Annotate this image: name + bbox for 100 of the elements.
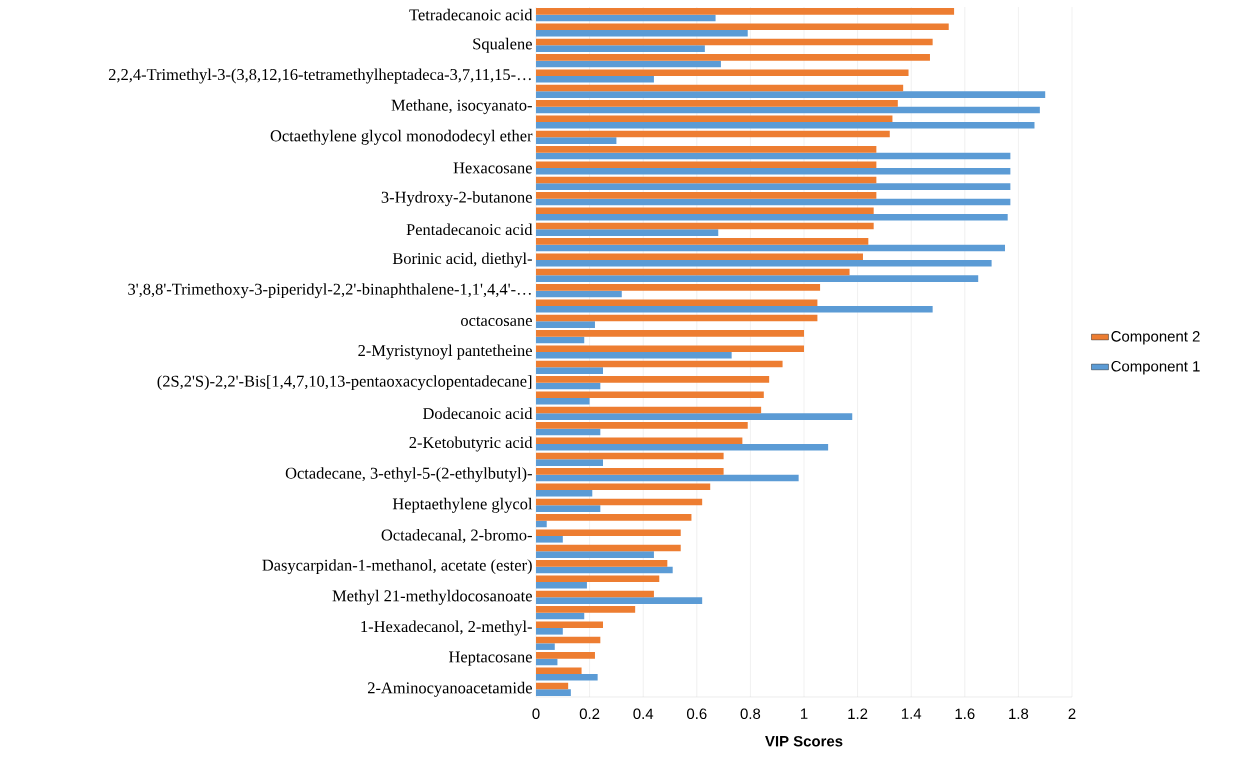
bar [536, 581, 587, 589]
bar [536, 38, 933, 46]
bar [536, 428, 601, 436]
bar [536, 474, 799, 482]
bar [536, 351, 732, 359]
y-tick-label: 2-Myristynoyl pantetheine [358, 344, 532, 360]
y-tick-label: Heptaethylene glycol [392, 497, 533, 513]
bar [536, 551, 654, 558]
y-tick-label: 3-Hydroxy-2-butanone [381, 191, 532, 207]
bar [536, 54, 930, 61]
bar [536, 413, 853, 420]
bar [536, 207, 874, 214]
bar [536, 459, 604, 466]
bar [536, 321, 595, 328]
bar [536, 167, 1011, 175]
bar [536, 590, 654, 598]
bar [536, 45, 705, 52]
bar [536, 305, 933, 313]
bar [536, 535, 563, 543]
bar [536, 84, 904, 92]
y-tick-label: Heptacosane [448, 651, 532, 666]
y-tick-label: 2,2,4-Trimethyl-3-(3,8,12,16-tetramethylheptadeca-3,7,11,15-… [108, 68, 531, 84]
bar [536, 606, 636, 613]
x-tick-label: 0.2 [579, 708, 600, 720]
x-tick-label: 0.6 [687, 708, 707, 720]
bar [536, 520, 547, 528]
bar [536, 560, 668, 567]
bar [536, 176, 877, 184]
x-axis-title: VIP Scores [765, 735, 843, 747]
bar [536, 360, 783, 368]
bar [536, 452, 724, 460]
bar [536, 636, 601, 644]
bar [536, 505, 601, 512]
bar [536, 627, 563, 635]
y-tick-label: Pentadecanoic acid [406, 223, 533, 236]
bar [536, 14, 716, 22]
x-tick-label: 1 [800, 708, 808, 719]
legend-label: Component 2 [1111, 331, 1200, 345]
y-tick-label: octacosane [461, 316, 532, 327]
bar [536, 299, 818, 306]
bar [536, 652, 595, 659]
bar [536, 391, 764, 398]
y-tick-label: Dodecanoic acid [422, 407, 533, 420]
x-tick-label: 1.2 [848, 708, 868, 719]
x-tick-label: 1.4 [901, 708, 922, 719]
bar [536, 183, 1011, 190]
x-tick-label: 1.8 [1009, 708, 1029, 720]
bar [536, 443, 829, 451]
y-tick-label: Octaethylene glycol monododecyl ether [270, 129, 533, 145]
bar [536, 643, 555, 650]
bar [536, 529, 681, 536]
y-tick-label: 2-Ketobutyric acid [409, 436, 533, 452]
bar [536, 612, 585, 620]
bar [536, 544, 681, 552]
bar [536, 284, 821, 291]
bar [536, 498, 703, 506]
bar [536, 489, 593, 497]
bar [536, 8, 955, 15]
bar [536, 290, 622, 298]
y-tick-label: 3',8,8'-Trimethoxy-3-piperidyl-2,2'-binaphthalene-1,1',4,4'-… [128, 283, 531, 299]
bar [536, 115, 893, 122]
bar [536, 229, 719, 236]
bar [536, 330, 805, 337]
y-tick-label: Methane, isocyanato- [391, 99, 532, 115]
bar [536, 23, 949, 30]
bar [536, 575, 660, 582]
bar [536, 238, 869, 245]
bar [536, 152, 1011, 160]
bar [536, 106, 1040, 114]
bar [536, 437, 743, 444]
y-tick-label: Hexacosane [453, 162, 532, 174]
x-tick-label: 2 [1068, 708, 1076, 719]
bar [536, 674, 598, 681]
bar [536, 483, 711, 490]
bar [536, 130, 890, 138]
bar [536, 192, 877, 199]
bar [536, 244, 1006, 252]
bar [536, 468, 724, 475]
bar [536, 137, 617, 144]
bar [536, 146, 877, 153]
y-tick-label: (2S,2'S)-2,2'-Bis[1,4,7,10,13-pentaoxacyclopentadecane] [157, 375, 532, 391]
bar [536, 422, 748, 429]
bar [536, 382, 601, 390]
bar [536, 69, 909, 76]
y-tick-label: Squalene [473, 37, 532, 53]
bar [536, 314, 818, 322]
y-tick-label: Octadecanal, 2-bromo- [381, 529, 532, 543]
y-tick-label: Borinic acid, diethyl- [392, 252, 532, 268]
y-tick-label: 1-Hexadecanol, 2-methyl- [361, 620, 532, 636]
bar [536, 367, 604, 374]
bar [536, 345, 805, 352]
bar [536, 60, 721, 68]
bar [536, 268, 850, 276]
bar [536, 336, 585, 344]
bar [536, 597, 703, 604]
bar [536, 275, 979, 282]
bar [536, 198, 1011, 206]
x-tick-label: 0.4 [633, 708, 654, 720]
bar [536, 213, 1008, 221]
x-tick-label: 0 [532, 708, 540, 720]
